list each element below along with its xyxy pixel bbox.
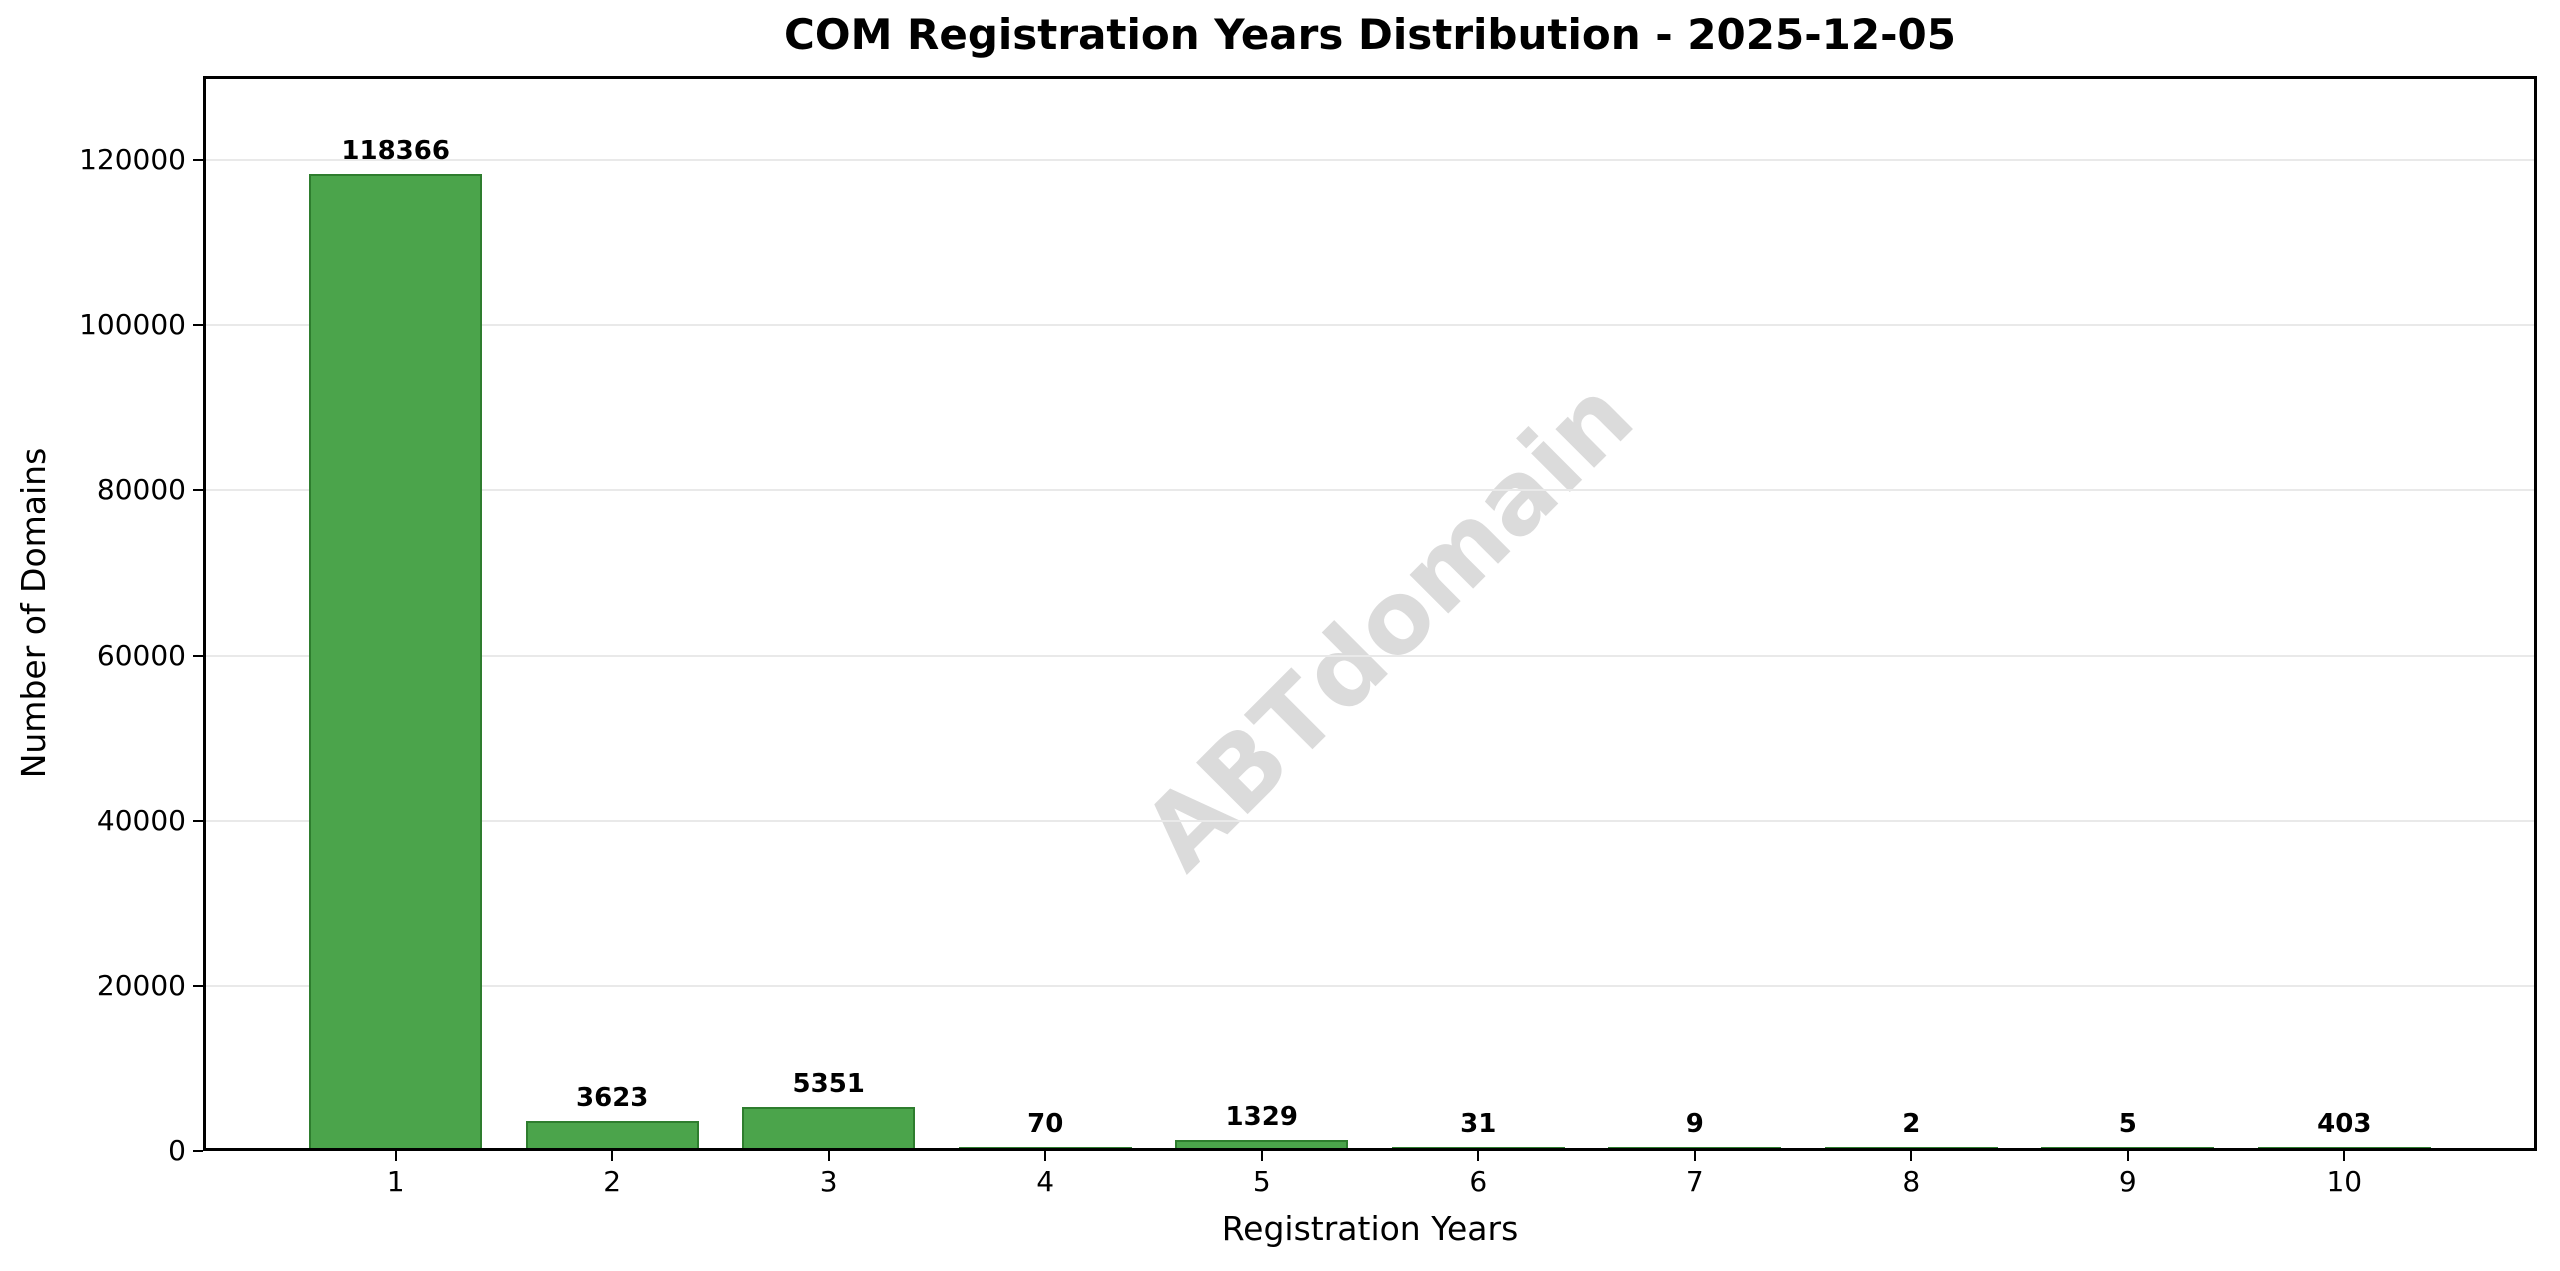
y-tick-mark [193,654,203,657]
bar [525,1121,699,1151]
x-tick-mark [2343,1151,2346,1161]
y-tick-mark [193,489,203,492]
bar-value-label: 118366 [341,135,450,166]
gridline [203,324,2537,327]
y-tick-label: 120000 [79,143,186,177]
watermark-text: ABTdomain [1120,357,1656,893]
bar [309,173,483,1151]
x-tick-label: 7 [1685,1165,1704,1198]
x-tick-label: 9 [2118,1165,2137,1198]
x-tick-mark [1693,1151,1696,1161]
bar-value-label: 2 [1902,1109,1921,1139]
bar-value-label: 9 [1685,1109,1704,1139]
gridline [203,819,2537,822]
gridline [203,984,2537,987]
bar-value-label: 70 [1027,1109,1064,1139]
plot-area: ABTdomain 118366 3623 5351 70 1329 31 9 2 5 403 [203,76,2537,1151]
x-tick-mark [394,1151,397,1161]
y-tick-mark [193,1150,203,1152]
x-tick-label: 8 [1902,1165,1921,1198]
y-tick-label: 0 [168,1134,186,1167]
x-tick-label: 2 [603,1165,622,1198]
bar [742,1106,916,1151]
bar-value-label: 5351 [792,1068,865,1099]
x-tick-mark [1910,1151,1913,1161]
y-tick-mark [193,159,203,162]
x-tick-mark [2126,1151,2129,1161]
x-tick-label: 6 [1469,1165,1488,1198]
x-tick-mark [1044,1151,1047,1161]
y-tick-mark [193,819,203,822]
y-tick-mark [193,324,203,327]
y-tick-label: 80000 [96,473,186,507]
y-tick-label: 40000 [96,803,186,837]
y-tick-mark [193,984,203,987]
x-tick-mark [1260,1151,1263,1161]
x-tick-label: 10 [2326,1165,2363,1198]
x-axis-label: Registration Years [1221,1209,1519,1248]
x-tick-mark [827,1151,830,1161]
x-tick-mark [1477,1151,1480,1161]
x-tick-label: 1 [386,1165,405,1198]
x-tick-label: 4 [1036,1165,1055,1198]
bar-value-label: 31 [1460,1109,1497,1139]
x-tick-mark [611,1151,614,1161]
bar [1175,1140,1349,1151]
bar-value-label: 5 [2118,1109,2137,1139]
chart-title: COM Registration Years Distribution - 20… [784,10,1956,59]
bar-value-label: 1329 [1225,1102,1298,1133]
y-tick-label: 60000 [96,638,186,672]
gridline [203,489,2537,492]
bar-value-label: 3623 [576,1083,649,1114]
bar-value-label: 403 [2317,1109,2372,1139]
y-tick-label: 100000 [79,308,186,342]
x-tick-label: 5 [1252,1165,1271,1198]
gridline [203,654,2537,657]
gridline [203,159,2537,162]
y-tick-label: 20000 [96,968,186,1002]
x-tick-label: 3 [819,1165,838,1198]
